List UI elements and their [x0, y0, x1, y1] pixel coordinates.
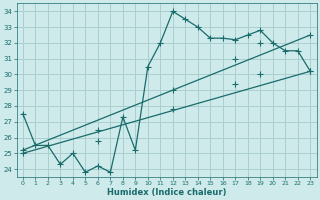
X-axis label: Humidex (Indice chaleur): Humidex (Indice chaleur): [107, 188, 226, 197]
